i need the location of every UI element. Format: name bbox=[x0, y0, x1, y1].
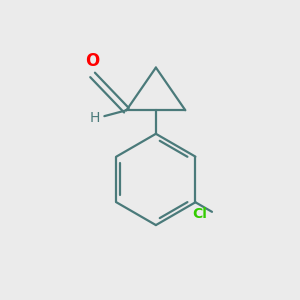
Text: Cl: Cl bbox=[192, 207, 207, 221]
Text: O: O bbox=[85, 52, 100, 70]
Text: H: H bbox=[90, 111, 100, 124]
